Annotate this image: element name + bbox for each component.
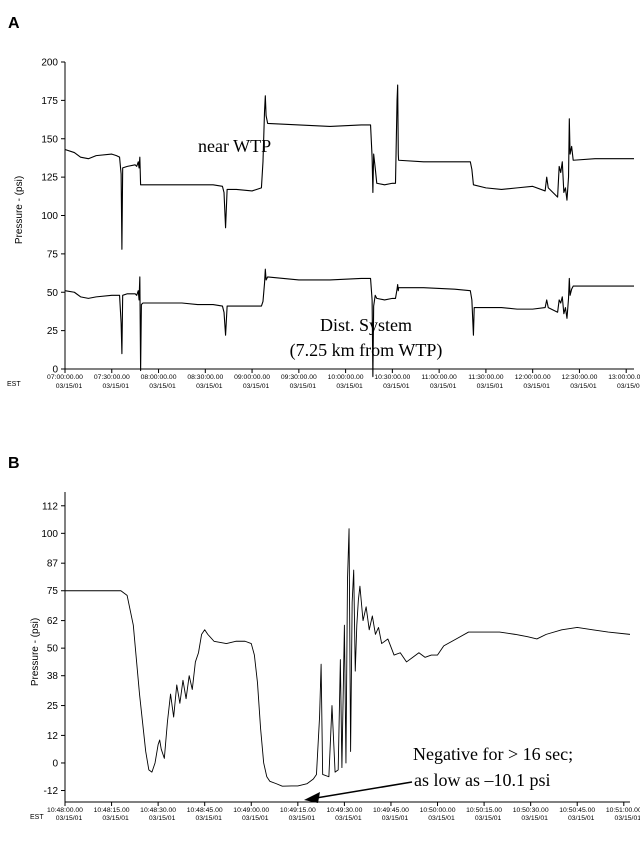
panel-a-x-tick-date: 03/15/01 [103, 383, 130, 390]
annotation-near-wtp: near WTP [198, 136, 271, 156]
panel-a-y-tick-label: 125 [41, 173, 58, 184]
panel-b-y-tick-label: 62 [47, 616, 59, 627]
panel-b-y-axis-label: Pressure - (psi) [30, 618, 41, 686]
panel-a-x-tick-date: 03/15/01 [243, 383, 270, 390]
panel-b-x-tick-date: 03/15/01 [428, 815, 455, 822]
panel-a-x-tick-time: 12:00:00.00 [515, 374, 551, 381]
panel-a-x-tick-date: 03/15/01 [290, 383, 317, 390]
panel-b-x-tick-time: 10:49:00.00 [233, 807, 269, 814]
panel-b-x-tick-date: 03/15/01 [475, 815, 502, 822]
panel-b-x-tick-time: 10:48:45.00 [187, 807, 223, 814]
panel-b-x-tick-date: 03/15/01 [195, 815, 222, 822]
panel-b-x-tick-time: 10:50:15.00 [466, 807, 502, 814]
panel-b-y-tick-label: 0 [52, 758, 58, 769]
panel-b-x-tick-time: 10:50:00.00 [420, 807, 456, 814]
panel-b-y-tick-label: 112 [42, 501, 58, 512]
panel-a-x-tick-time: 07:30:00.00 [94, 374, 130, 381]
panel-b-x-tick-time: 10:49:15.00 [280, 807, 316, 814]
panel-b-x-tick-date: 03/15/01 [521, 815, 548, 822]
panel-b-x-tick-date: 03/15/01 [615, 815, 640, 822]
panel-b-y-tick-label: 75 [47, 586, 59, 597]
panel-b-x-tick-time: 10:50:45.00 [559, 807, 595, 814]
panel-b-x-tick-date: 03/15/01 [242, 815, 269, 822]
panel-b-y-tick-label: 25 [47, 701, 59, 712]
panel-a-x-tick-time: 07:00:00.00 [47, 374, 83, 381]
panel-a-plot [64, 84, 634, 378]
panel-b-y-tick-label: 38 [47, 671, 59, 682]
panel-a: A Pressure - (psi) EST near WTP Dist. Sy… [7, 15, 640, 390]
annotation-arrow-shaft [315, 781, 413, 799]
panel-b-x-tick-date: 03/15/01 [382, 815, 409, 822]
panel-a-x-tick-date: 03/15/01 [477, 383, 504, 390]
panel-b-x-tick-date: 03/15/01 [149, 815, 176, 822]
panel-a-label: A [8, 15, 20, 32]
panel-b-y-tick-label: -12 [44, 786, 59, 797]
panel-a-x-tick-time: 11:00:00.00 [421, 374, 457, 381]
panel-a-x-tick-date: 03/15/01 [196, 383, 223, 390]
panel-a-x-tick-date: 03/15/01 [336, 383, 363, 390]
panel-a-x-tick-time: 13:00:00.00 [608, 374, 640, 381]
panel-b-x-tick-date: 03/15/01 [102, 815, 129, 822]
panel-a-y-tick-label: 175 [41, 96, 58, 107]
panel-a-x-tick-time: 09:30:00.00 [281, 374, 317, 381]
panel-a-series-line-2 [64, 268, 634, 378]
panel-a-x-tick-time: 08:30:00.00 [187, 374, 223, 381]
panel-b-x-tick-date: 03/15/01 [56, 815, 83, 822]
panel-b-x-tick-time: 10:48:15.00 [94, 807, 130, 814]
panel-a-y-tick-label: 25 [47, 326, 59, 337]
panel-b-x-tick-date: 03/15/01 [568, 815, 595, 822]
panel-a-y-tick-label: 75 [47, 249, 59, 260]
panel-b-y-tick-label: 50 [47, 644, 59, 655]
panel-a-x-tick-date: 03/15/01 [617, 383, 640, 390]
panel-a-x-tick-date: 03/15/01 [383, 383, 410, 390]
panel-b-x-tick-time: 10:51:00.00 [606, 807, 640, 814]
panel-a-x-tick-date: 03/15/01 [149, 383, 176, 390]
panel-a-x-tick-time: 08:00:00.00 [141, 374, 177, 381]
panel-a-est-label: EST [7, 381, 21, 388]
panel-b-series-line-1 [65, 528, 631, 787]
panel-a-x-tick-time: 09:00:00.00 [234, 374, 270, 381]
annotation-arrow-head [304, 792, 320, 803]
panel-a-x-tick-date: 03/15/01 [523, 383, 550, 390]
panel-a-y-tick-label: 150 [41, 134, 58, 145]
panel-a-x-tick-date: 03/15/01 [430, 383, 457, 390]
panel-b-x-tick-time: 10:49:30.00 [326, 807, 362, 814]
panel-b-label: B [8, 455, 20, 472]
panel-a-x-tick-time: 10:00:00.00 [328, 374, 364, 381]
panel-b-ticks: -1201225385062758710011210:48:00.0003/15… [41, 501, 640, 822]
panel-b-y-tick-label: 87 [47, 559, 59, 570]
panel-b-est-label: EST [30, 814, 44, 821]
panel-a-y-axis-label: Pressure - (psi) [14, 176, 25, 244]
panel-b-plot [65, 528, 631, 787]
panel-a-x-tick-time: 10:30:00.00 [374, 374, 410, 381]
panel-b-x-tick-time: 10:48:00.00 [47, 807, 83, 814]
panel-a-x-tick-time: 12:30:00.00 [561, 374, 597, 381]
panel-b-x-tick-time: 10:50:30.00 [513, 807, 549, 814]
panel-b-x-tick-date: 03/15/01 [289, 815, 316, 822]
panel-b-x-tick-date: 03/15/01 [335, 815, 362, 822]
panel-a-y-tick-label: 0 [52, 365, 58, 376]
panel-a-x-tick-date: 03/15/01 [56, 383, 83, 390]
panel-b-y-tick-label: 12 [47, 731, 59, 742]
panel-b-y-tick-label: 100 [41, 529, 58, 540]
panel-b-x-tick-time: 10:48:30.00 [140, 807, 176, 814]
panel-b-x-tick-time: 10:49:45.00 [373, 807, 409, 814]
panel-a-series-line-1 [64, 84, 634, 250]
annotation-dist-system-line-1: Dist. System [320, 315, 412, 335]
panel-a-y-tick-label: 200 [41, 58, 58, 69]
panel-a-x-tick-time: 11:30:00.00 [468, 374, 504, 381]
panel-b: B Pressure - (psi) EST Negative for > 16… [8, 455, 640, 822]
annotation-negative-line-1: Negative for > 16 sec; [413, 744, 573, 764]
panel-a-x-tick-date: 03/15/01 [570, 383, 597, 390]
panel-a-y-tick-label: 100 [41, 211, 58, 222]
panel-a-y-tick-label: 50 [47, 288, 59, 299]
annotation-dist-system-line-2: (7.25 km from WTP) [290, 340, 443, 361]
panel-a-ticks: 0 25 50 75 100 125 150 175 200 07:00:00.00 03/15/0… [41, 58, 640, 391]
annotation-negative-line-2: as low as –10.1 psi [414, 770, 551, 790]
